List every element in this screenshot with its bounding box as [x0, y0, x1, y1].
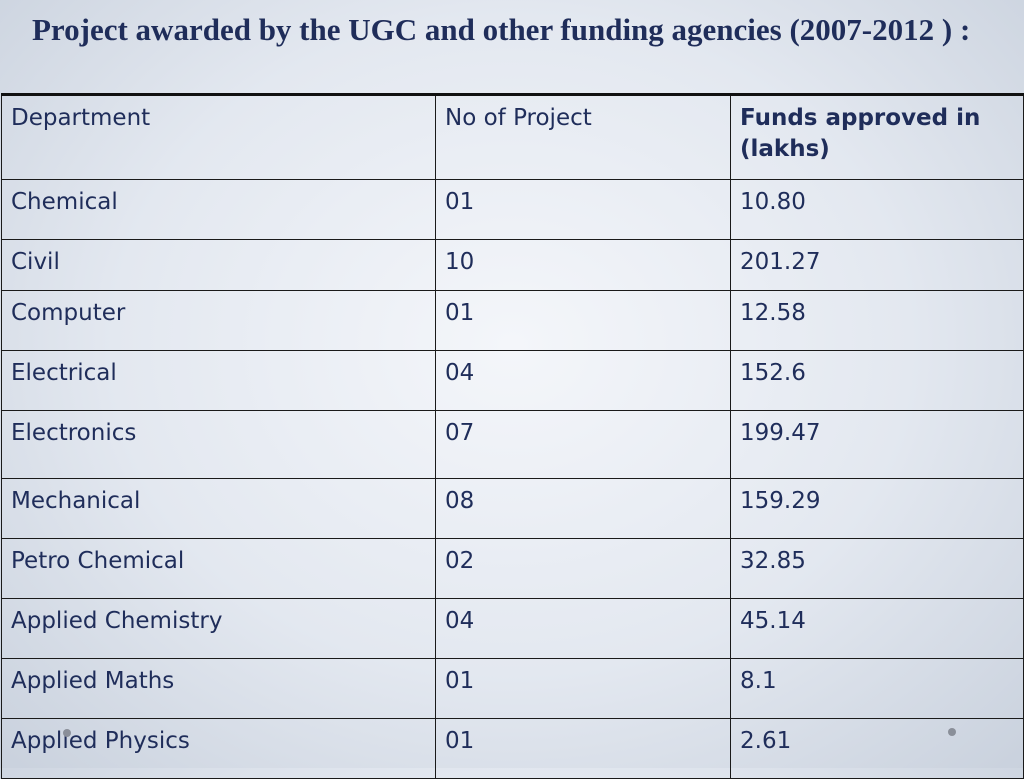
- header-funds-approved: Funds approved in (lakhs): [730, 93, 1024, 180]
- cell-department: Applied Physics: [1, 718, 436, 779]
- cell-no-of-project: 02: [435, 538, 731, 599]
- table-row: Petro Chemical 02 32.85: [1, 538, 1024, 599]
- cell-funds: 10.80: [730, 179, 1024, 240]
- table-header-row: Department No of Project Funds approved …: [1, 93, 1024, 180]
- cell-funds: 2.61: [730, 718, 1024, 779]
- cell-no-of-project: 10: [435, 239, 731, 291]
- table-row: Electronics 07 199.47: [1, 410, 1024, 479]
- cell-no-of-project: 08: [435, 478, 731, 539]
- decorative-dot-right: [948, 728, 956, 736]
- table-row: Electrical 04 152.6: [1, 350, 1024, 411]
- cell-no-of-project: 01: [435, 658, 731, 719]
- cell-funds: 152.6: [730, 350, 1024, 411]
- funding-table: Department No of Project Funds approved …: [1, 93, 1024, 779]
- cell-no-of-project: 01: [435, 179, 731, 240]
- cell-department: Electronics: [1, 410, 436, 479]
- cell-funds: 199.47: [730, 410, 1024, 479]
- cell-department: Applied Chemistry: [1, 598, 436, 659]
- cell-department: Electrical: [1, 350, 436, 411]
- cell-funds: 45.14: [730, 598, 1024, 659]
- cell-department: Petro Chemical: [1, 538, 436, 599]
- cell-no-of-project: 07: [435, 410, 731, 479]
- header-department: Department: [1, 93, 436, 180]
- cell-no-of-project: 01: [435, 718, 731, 779]
- cell-department: Computer: [1, 290, 436, 351]
- cell-funds: 159.29: [730, 478, 1024, 539]
- cell-funds: 201.27: [730, 239, 1024, 291]
- table-row: Applied Maths 01 8.1: [1, 658, 1024, 719]
- cell-no-of-project: 04: [435, 598, 731, 659]
- table-row: Computer 01 12.58: [1, 290, 1024, 351]
- cell-funds: 32.85: [730, 538, 1024, 599]
- table-row: Mechanical 08 159.29: [1, 478, 1024, 539]
- table-row: Chemical 01 10.80: [1, 179, 1024, 240]
- cell-no-of-project: 01: [435, 290, 731, 351]
- slide-title: Project awarded by the UGC and other fun…: [32, 12, 971, 47]
- table-row: Civil 10 201.27: [1, 239, 1024, 291]
- decorative-dot-left: [63, 729, 71, 737]
- header-no-of-project: No of Project: [435, 93, 731, 180]
- cell-department: Civil: [1, 239, 436, 291]
- table-row: Applied Physics 01 2.61: [1, 718, 1024, 779]
- cell-department: Chemical: [1, 179, 436, 240]
- cell-department: Mechanical: [1, 478, 436, 539]
- cell-funds: 8.1: [730, 658, 1024, 719]
- table-row: Applied Chemistry 04 45.14: [1, 598, 1024, 659]
- cell-no-of-project: 04: [435, 350, 731, 411]
- cell-department: Applied Maths: [1, 658, 436, 719]
- cell-funds: 12.58: [730, 290, 1024, 351]
